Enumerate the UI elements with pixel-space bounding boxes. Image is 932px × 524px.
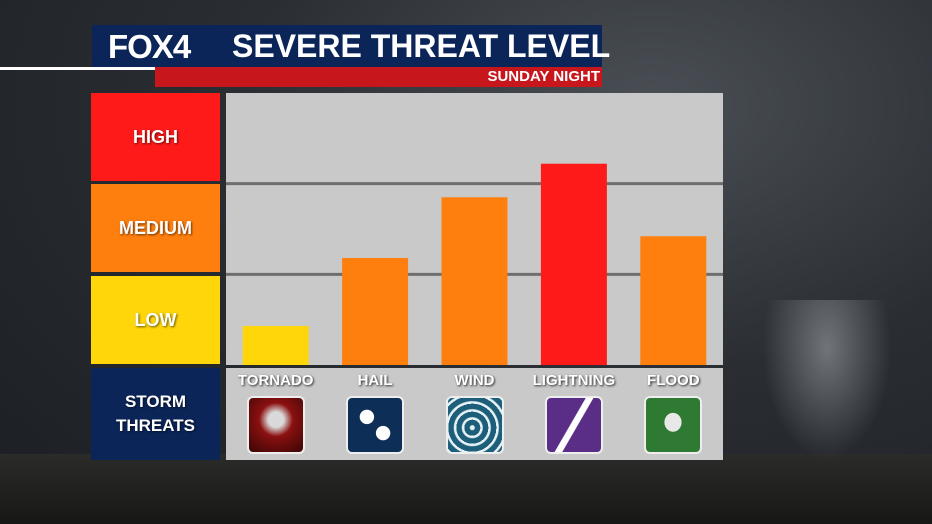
subtitle-bar xyxy=(155,67,602,87)
storm-threats-line2: THREATS xyxy=(115,416,195,435)
wind-icon xyxy=(445,396,504,454)
storm-threats-label: STORM THREATS xyxy=(91,368,220,460)
flood-icon xyxy=(644,396,703,454)
level-low: LOW xyxy=(91,276,220,364)
plot-area xyxy=(226,93,723,365)
chart-title: SEVERE THREAT LEVEL xyxy=(232,28,611,64)
category-label-hail: HAIL xyxy=(357,372,393,389)
bar-tornado xyxy=(242,326,309,365)
level-high: HIGH xyxy=(91,93,220,181)
bar-wind xyxy=(441,197,508,365)
storm-threats-line1: STORM xyxy=(124,392,187,411)
header-bar xyxy=(92,25,602,67)
bar-flood xyxy=(640,236,707,365)
category-label-lightning: LIGHTNING xyxy=(532,372,616,389)
tornado-icon xyxy=(246,396,305,454)
category-label-tornado: TORNADO xyxy=(237,372,314,389)
level-medium: MEDIUM xyxy=(91,184,220,272)
bar-chart xyxy=(226,163,723,365)
chart-subtitle: SUNDAY NIGHT xyxy=(487,68,600,85)
header-line xyxy=(0,67,155,70)
station-logo: FOX4 xyxy=(108,28,191,65)
bar-hail xyxy=(342,258,409,365)
hail-icon xyxy=(346,396,405,454)
lightning-icon xyxy=(544,396,603,454)
background-tornado xyxy=(762,300,892,460)
category-label-flood: FLOOD xyxy=(647,372,700,389)
bar-lightning xyxy=(540,163,607,365)
category-label-wind: WIND xyxy=(454,372,495,389)
background-ground xyxy=(0,454,932,524)
